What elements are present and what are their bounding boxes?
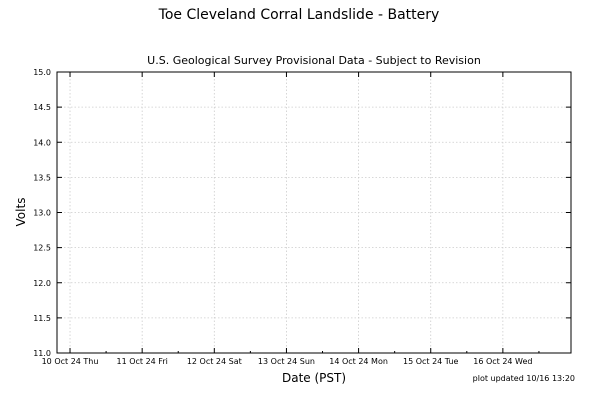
y-tick-label: 12.5 — [33, 244, 51, 253]
y-tick-label: 13.5 — [33, 173, 51, 182]
y-tick-label: 15.0 — [33, 68, 51, 77]
y-tick-label: 14.5 — [33, 103, 51, 112]
x-tick-label: 12 Oct 24 Sat — [187, 357, 242, 366]
x-tick-label: 13 Oct 24 Sun — [258, 357, 315, 366]
x-tick-label: 11 Oct 24 Fri — [116, 357, 167, 366]
chart-title: Toe Cleveland Corral Landslide - Battery — [158, 7, 440, 23]
y-tick-label: 11.0 — [33, 349, 51, 358]
x-tick-label: 15 Oct 24 Tue — [403, 357, 459, 366]
x-tick-label: 14 Oct 24 Mon — [329, 357, 388, 366]
y-tick-label: 12.0 — [33, 279, 51, 288]
chart-subtitle: U.S. Geological Survey Provisional Data … — [147, 54, 481, 67]
x-tick-label: 10 Oct 24 Thu — [42, 357, 99, 366]
plot-area-frame — [56, 71, 572, 354]
y-axis-label: Volts — [14, 198, 28, 227]
tick-labels: 11.0 11.5 12.0 12.5 13.0 13.5 14.0 14.5 15.0 10 O… — [33, 68, 532, 366]
x-axis-label: Date (PST) — [282, 371, 346, 385]
y-tick-label: 11.5 — [33, 314, 51, 323]
x-tick-label: 16 Oct 24 Wed — [473, 357, 532, 366]
plot-updated-note: plot updated 10/16 13:20 — [473, 374, 575, 383]
y-tick-label: 13.0 — [33, 209, 51, 218]
grid-lines — [57, 72, 571, 353]
y-tick-label: 14.0 — [33, 138, 51, 147]
